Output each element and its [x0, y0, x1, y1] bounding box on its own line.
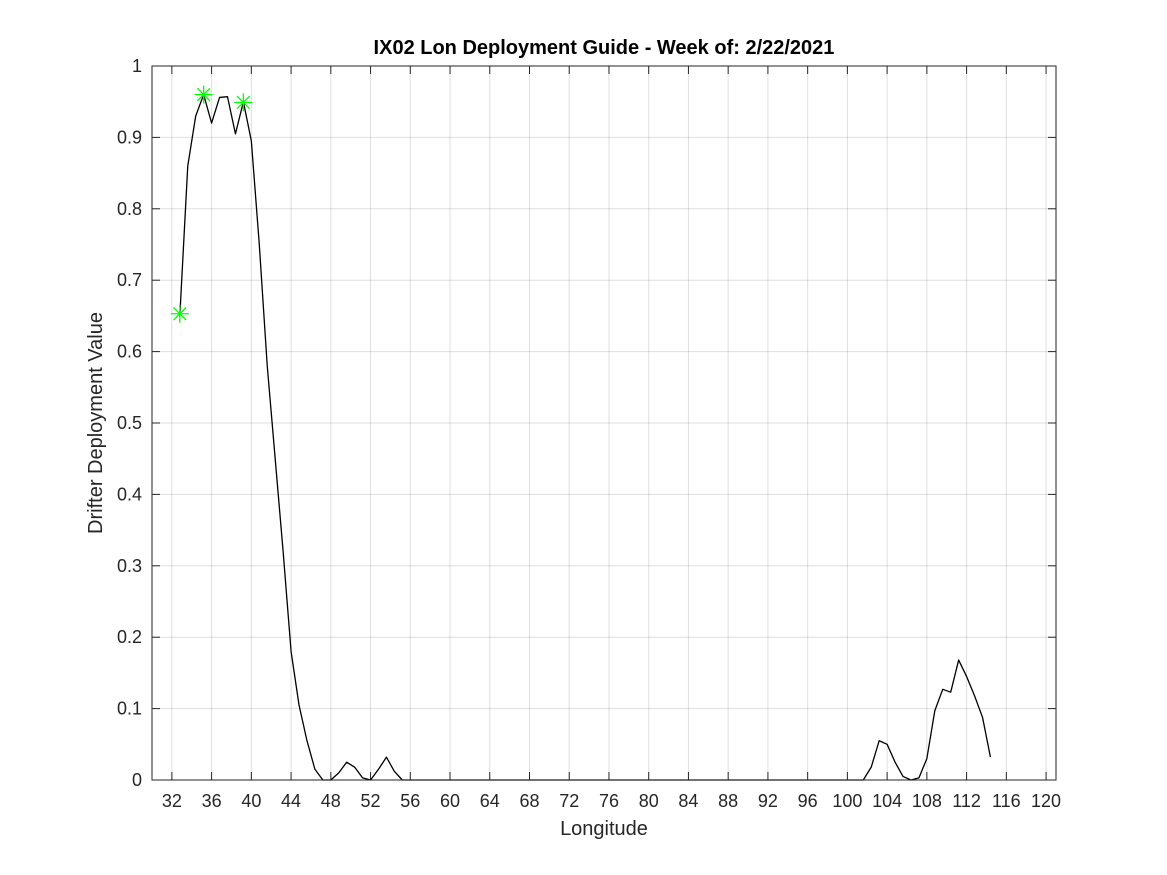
- x-tick-label: 84: [678, 791, 698, 811]
- asterisk-marker: [170, 304, 189, 323]
- x-tick-label: 40: [241, 791, 261, 811]
- y-tick-labels: 0 0.1 0.2 0.3 0.4 0.5 0.6 0.7 0.8 0.9 1: [117, 56, 142, 790]
- y-tick-label: 0.7: [117, 270, 142, 290]
- x-tick-label: 92: [758, 791, 778, 811]
- x-tick-label: 120: [1031, 791, 1061, 811]
- x-tick-label: 56: [400, 791, 420, 811]
- x-axis-title: Longitude: [560, 818, 648, 840]
- y-tick-label: 1: [132, 56, 142, 76]
- x-tick-label: 60: [440, 791, 460, 811]
- x-tick-label: 116: [992, 791, 1021, 811]
- x-tick-label: 108: [912, 791, 942, 811]
- x-tick-label: 36: [202, 791, 222, 811]
- x-tick-label: 88: [718, 791, 738, 811]
- plot-frame: [151, 65, 1057, 781]
- plot-area: [152, 66, 1056, 780]
- y-tick-label: 0.4: [117, 484, 142, 504]
- x-tick-label: 68: [519, 791, 539, 811]
- x-tick-label: 104: [872, 791, 902, 811]
- x-tick-label: 32: [162, 791, 182, 811]
- grid: [152, 65, 1056, 781]
- x-tick-label: 76: [599, 791, 619, 811]
- x-tick-label: 96: [798, 791, 818, 811]
- x-tick-label: 64: [480, 791, 500, 811]
- y-tick-label: 0.9: [117, 127, 142, 147]
- asterisk-marker: [194, 85, 213, 104]
- x-tick-label: 48: [321, 791, 341, 811]
- x-tick-label: 112: [952, 791, 981, 811]
- x-tick-label: 80: [639, 791, 659, 811]
- deployment-value-line: [179, 93, 992, 781]
- y-tick-label: 0.1: [117, 699, 142, 719]
- x-tick-label: 100: [832, 791, 862, 811]
- y-tick-label: 0.8: [117, 199, 142, 219]
- x-tick-label: 52: [361, 791, 381, 811]
- y-tick-label: 0.3: [117, 556, 142, 576]
- y-tick-label: 0: [132, 770, 142, 790]
- y-tick-label: 0.6: [117, 342, 142, 362]
- y-tick-label: 0.2: [117, 627, 142, 647]
- axis-ticks: [152, 65, 1056, 781]
- x-tick-labels: 32 36 40 44 48 52 56 60 64 68 72 76 80 84 88 92 96 100 104…: [162, 791, 1061, 811]
- asterisk-marker: [234, 93, 253, 112]
- series-layer: [170, 85, 992, 781]
- marker-stroke: [236, 95, 251, 110]
- marker-stroke: [173, 306, 187, 321]
- y-tick-label: 0.5: [117, 413, 142, 433]
- x-tick-label: 72: [559, 791, 579, 811]
- chart-title: IX02 Lon Deployment Guide - Week of: 2/2…: [374, 37, 835, 59]
- marker-stroke: [196, 87, 211, 102]
- y-axis-title: Drifter Deployment Value: [85, 312, 107, 534]
- x-tick-label: 44: [281, 791, 301, 811]
